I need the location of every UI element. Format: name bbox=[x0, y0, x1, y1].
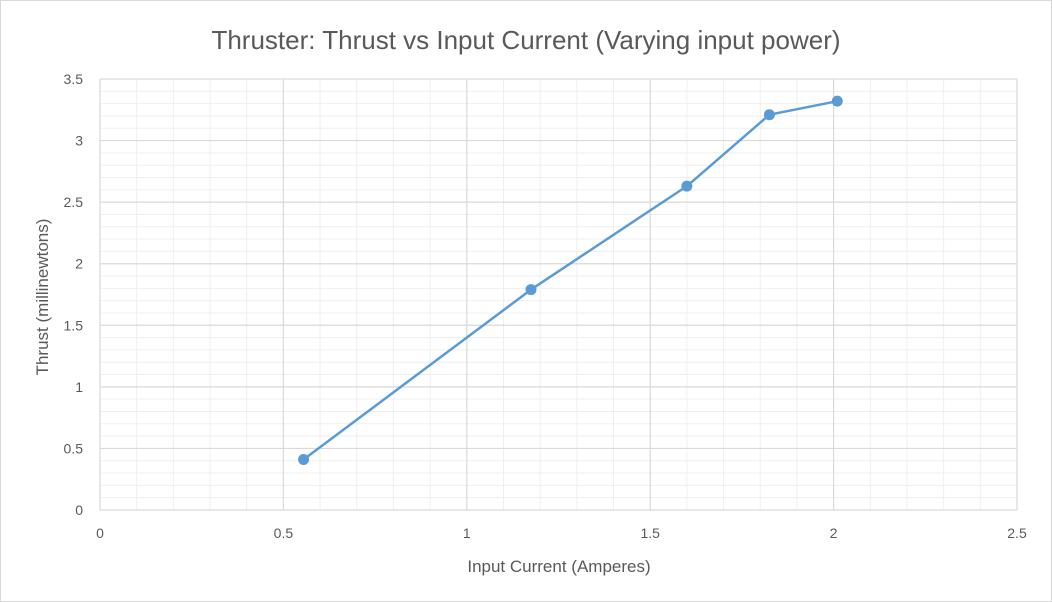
y-tick-label: 0 bbox=[75, 502, 83, 518]
x-tick-label: 2.5 bbox=[1007, 525, 1027, 541]
y-tick-label: 3 bbox=[75, 133, 83, 149]
y-tick-labels: 0 0.5 1 1.5 2 2.5 3 3.5 bbox=[64, 71, 84, 518]
y-tick-label: 0.5 bbox=[64, 440, 84, 456]
x-tick-labels: 0 0.5 1 1.5 2 2.5 bbox=[96, 525, 1027, 541]
x-tick-label: 0 bbox=[96, 525, 104, 541]
minor-grid bbox=[100, 79, 1017, 510]
x-tick-label: 1 bbox=[463, 525, 471, 541]
series-line bbox=[302, 99, 838, 461]
x-tick-label: 0.5 bbox=[274, 525, 294, 541]
x-axis-label: Input Current (Amperes) bbox=[467, 557, 650, 576]
y-tick-label: 1 bbox=[75, 379, 83, 395]
y-tick-label: 2.5 bbox=[64, 194, 84, 210]
y-tick-label: 3.5 bbox=[64, 71, 84, 87]
y-tick-label: 1.5 bbox=[64, 317, 84, 333]
series-layer bbox=[298, 95, 843, 466]
data-point bbox=[525, 284, 537, 296]
y-tick-label: 2 bbox=[75, 256, 83, 272]
x-tick-label: 2 bbox=[830, 525, 838, 541]
data-point bbox=[831, 95, 843, 107]
data-point bbox=[681, 180, 693, 192]
y-axis-label: Thrust (millinewtons) bbox=[33, 219, 52, 376]
x-tick-label: 1.5 bbox=[640, 525, 660, 541]
chart-title: Thruster: Thrust vs Input Current (Varyi… bbox=[211, 25, 840, 55]
major-grid bbox=[99, 78, 1018, 511]
data-point bbox=[763, 109, 775, 121]
data-point bbox=[298, 454, 310, 466]
